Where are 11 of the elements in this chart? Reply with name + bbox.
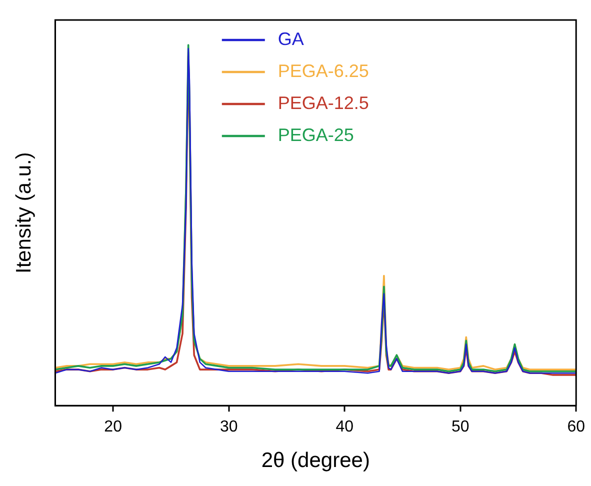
- legend-label: GA: [278, 28, 304, 49]
- x-tick-label: 40: [336, 418, 354, 436]
- x-tick-label: 60: [567, 418, 586, 436]
- legend-label: PEGA-25: [278, 124, 354, 145]
- x-tick-label: 30: [220, 418, 238, 436]
- x-tick-label: 20: [104, 418, 122, 436]
- y-axis-title: Itensity (a.u.): [12, 152, 36, 274]
- x-tick-label: 50: [451, 418, 470, 436]
- legend-label: PEGA-12.5: [278, 92, 369, 113]
- x-axis-title: 2θ (degree): [261, 449, 370, 472]
- legend-label: PEGA-6.25: [278, 60, 369, 81]
